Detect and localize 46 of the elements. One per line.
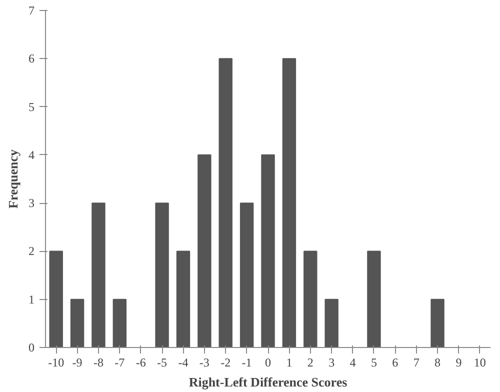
- y-tick-label: 1: [28, 292, 34, 306]
- y-tick-label: 7: [28, 4, 34, 18]
- x-tick-label: -1: [242, 356, 252, 370]
- x-tick-label: -4: [178, 356, 188, 370]
- y-tick-label: 2: [28, 244, 34, 258]
- x-tick-label: 2: [307, 356, 314, 370]
- y-tick-label: 5: [28, 100, 34, 114]
- bar: [261, 154, 275, 348]
- y-tick-label: 6: [28, 52, 34, 66]
- bar: [70, 298, 84, 348]
- bar: [198, 154, 212, 348]
- x-tick-label: 10: [474, 356, 486, 370]
- x-tick-label: 9: [456, 356, 462, 370]
- x-tick-label: -5: [157, 356, 168, 370]
- y-axis-title: Frequency: [6, 149, 20, 208]
- y-tick-label: 4: [28, 148, 34, 162]
- x-tick-label: -2: [220, 356, 231, 370]
- x-tick-label: 3: [328, 356, 335, 370]
- bar: [304, 250, 318, 348]
- bar: [112, 298, 127, 348]
- x-tick-label: 4: [350, 356, 356, 370]
- bar: [430, 298, 444, 348]
- y-tick-label: 0: [28, 340, 34, 354]
- x-tick-label: -8: [93, 356, 104, 370]
- x-tick-label: -10: [48, 356, 64, 370]
- x-tick-label: 8: [434, 356, 441, 370]
- bar: [324, 298, 338, 348]
- bar: [92, 202, 106, 348]
- x-tick-label: -7: [114, 356, 125, 370]
- bar: [218, 58, 232, 348]
- bar: [49, 250, 63, 348]
- x-tick-label: 7: [413, 356, 420, 370]
- x-tick-label: 0: [265, 356, 271, 370]
- x-axis-title: Right-Left Difference Scores: [188, 374, 348, 390]
- bar: [282, 58, 296, 348]
- bar: [367, 250, 381, 348]
- x-tick-label: -3: [199, 356, 210, 370]
- x-tick-label: 5: [370, 356, 377, 370]
- x-tick-label: 1: [286, 356, 292, 370]
- bar: [155, 202, 169, 348]
- x-tick-label: -6: [136, 356, 146, 370]
- bar: [240, 202, 254, 348]
- x-tick-label: 6: [392, 356, 398, 370]
- y-tick-label: 3: [28, 196, 34, 210]
- x-tick-label: -9: [72, 356, 82, 370]
- bar: [176, 250, 190, 348]
